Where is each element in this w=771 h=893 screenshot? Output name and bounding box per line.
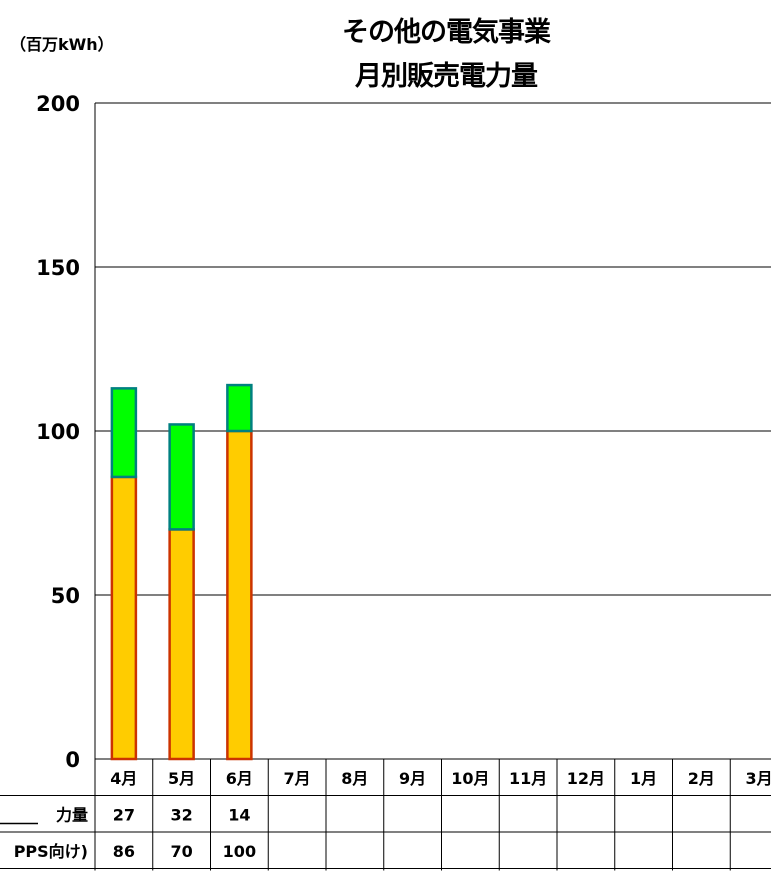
y-axis-unit: （百万kWh） bbox=[10, 35, 114, 54]
bar-segment-other bbox=[227, 385, 251, 431]
x-category-label: 10月 bbox=[451, 769, 489, 788]
table-cell: 14 bbox=[228, 806, 250, 825]
chart-title-line1: その他の電気事業 bbox=[342, 16, 551, 48]
table-cell: 27 bbox=[113, 806, 135, 825]
x-category-label: 1月 bbox=[630, 769, 657, 788]
x-category-label: 3月 bbox=[746, 769, 771, 788]
x-category-label: 9月 bbox=[399, 769, 426, 788]
x-category-label: 7月 bbox=[284, 769, 311, 788]
x-category-label: 4月 bbox=[110, 769, 137, 788]
x-category-label: 2月 bbox=[688, 769, 715, 788]
bar-segment-other bbox=[170, 424, 194, 529]
x-category-label: 6月 bbox=[226, 769, 253, 788]
bar-segment-other bbox=[112, 388, 136, 477]
grid-lines bbox=[95, 103, 771, 759]
bar-segment-pps bbox=[170, 529, 194, 759]
table-cell: 32 bbox=[170, 806, 192, 825]
x-category-label: 11月 bbox=[509, 769, 547, 788]
table-row-label: 力量 bbox=[56, 806, 88, 825]
chart-title-line2: 月別販売電力量 bbox=[354, 61, 538, 92]
y-axis-ticks: 0 50 100 150 200 bbox=[36, 92, 80, 772]
x-category-label: 5月 bbox=[168, 769, 195, 788]
table-row-label: PPS向け) bbox=[14, 842, 88, 861]
y-tick-label: 0 bbox=[65, 748, 80, 772]
x-category-label: 8月 bbox=[341, 769, 368, 788]
y-tick-label: 100 bbox=[36, 420, 80, 444]
bar-segment-pps bbox=[112, 477, 136, 759]
y-tick-label: 150 bbox=[36, 256, 80, 280]
bars bbox=[112, 385, 252, 759]
x-category-label: 12月 bbox=[567, 769, 605, 788]
table-cell: 70 bbox=[170, 842, 192, 861]
y-tick-label: 200 bbox=[36, 92, 80, 116]
y-tick-label: 50 bbox=[51, 584, 80, 608]
table-cell: 100 bbox=[223, 842, 256, 861]
bar-segment-pps bbox=[227, 431, 251, 759]
table-cell: 86 bbox=[113, 842, 135, 861]
